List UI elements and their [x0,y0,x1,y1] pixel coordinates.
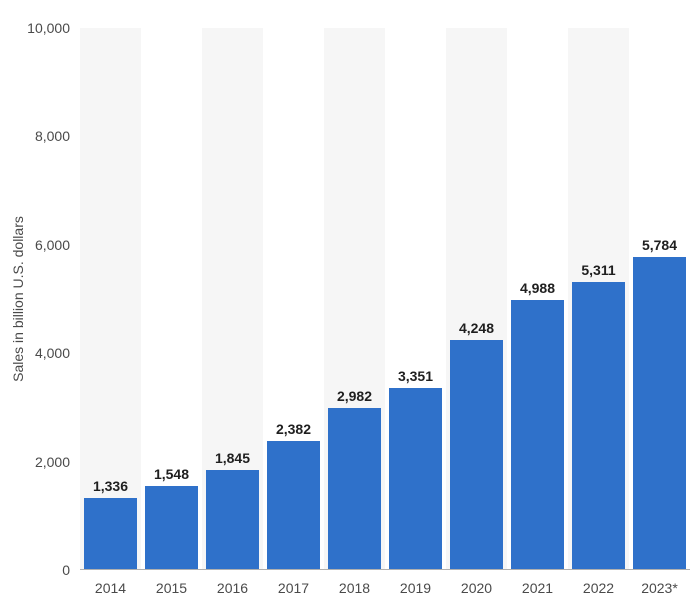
x-tick-label: 2014 [95,570,126,596]
x-tick-label: 2018 [339,570,370,596]
bar-value-label: 1,845 [215,450,250,470]
bar: 4,248 [450,340,502,570]
x-tick-label: 2021 [522,570,553,596]
bar-value-label: 2,982 [337,388,372,408]
bar-value-label: 1,336 [93,478,128,498]
y-tick-label: 0 [62,562,80,578]
x-tick-label: 2022 [583,570,614,596]
x-axis-baseline [80,569,690,570]
y-tick-label: 2,000 [35,454,80,470]
bar-value-label: 1,548 [154,466,189,486]
bar: 2,982 [328,408,380,570]
bar-value-label: 4,988 [520,280,555,300]
x-tick-label: 2015 [156,570,187,596]
x-tick-label: 2019 [400,570,431,596]
bar: 5,784 [633,257,685,570]
y-tick-label: 8,000 [35,128,80,144]
x-tick-label: 2023* [641,570,678,596]
bar-value-label: 3,351 [398,368,433,388]
bar: 3,351 [389,388,441,570]
bar: 1,336 [84,498,136,570]
y-tick-label: 4,000 [35,345,80,361]
x-tick-label: 2016 [217,570,248,596]
y-axis-label: Sales in billion U.S. dollars [10,216,26,382]
y-tick-label: 6,000 [35,237,80,253]
bar-value-label: 2,382 [276,421,311,441]
bar: 1,845 [206,470,258,570]
y-tick-label: 10,000 [27,20,80,36]
bar-chart: Sales in billion U.S. dollars 02,0004,00… [0,0,700,612]
x-tick-label: 2017 [278,570,309,596]
bar-value-label: 5,311 [581,262,615,282]
bar-value-label: 5,784 [642,237,677,257]
bar: 5,311 [572,282,624,570]
bar: 4,988 [511,300,563,570]
bar-value-label: 4,248 [459,320,494,340]
bar: 1,548 [145,486,197,570]
x-tick-label: 2020 [461,570,492,596]
bar: 2,382 [267,441,319,570]
plot-area: 02,0004,0006,0008,00010,0002014201520162… [80,28,690,570]
